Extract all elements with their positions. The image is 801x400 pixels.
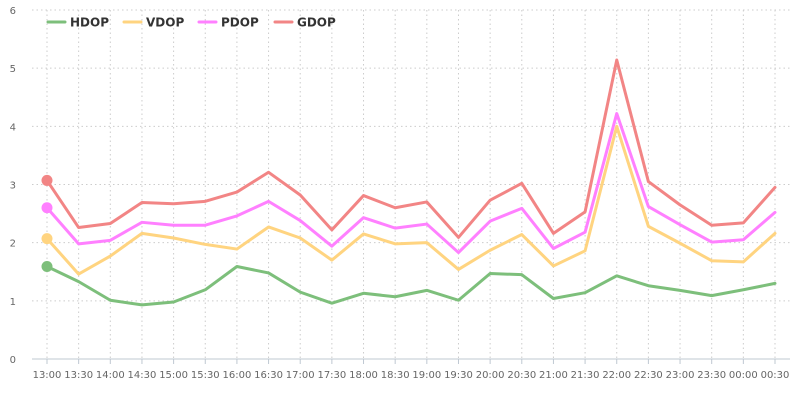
x-tick-label-6: 16:00 [222,370,251,381]
legend-label-gdop: GDOP [297,16,336,30]
series-line-hdop [45,265,777,307]
y-tick-label-2: 2 [10,239,16,250]
y-tick-label-0: 0 [10,355,16,366]
series-lines [45,58,777,307]
series-line-gdop [45,58,777,239]
x-tick-label-14: 20:00 [476,370,505,381]
x-tick-label-11: 18:30 [381,370,410,381]
x-tick-label-1: 13:30 [64,370,93,381]
grid [32,9,790,359]
x-tick-label-8: 17:00 [286,370,315,381]
x-tick-label-23: 00:30 [761,370,790,381]
x-tick-label-13: 19:30 [444,370,473,381]
series-start-marker-vdop [41,233,53,245]
x-tick-label-12: 19:00 [412,370,441,381]
y-tick-label-4: 4 [10,122,16,133]
x-tick-label-15: 20:30 [507,370,536,381]
x-tick-label-0: 13:00 [33,370,62,381]
y-tick-label-6: 6 [10,6,16,17]
y-tick-label-1: 1 [10,297,16,308]
legend-item-vdop[interactable]: VDOP [122,16,184,30]
x-tick-label-19: 22:30 [634,370,663,381]
y-tick-label-3: 3 [10,181,16,192]
legend-label-pdop: PDOP [221,16,259,30]
x-tick-label-10: 18:00 [349,370,378,381]
x-tick-label-20: 23:00 [666,370,695,381]
legend[interactable]: HDOP VDOP PDOP GDOP [46,16,336,30]
series-start-marker-gdop [41,174,53,186]
legend-item-hdop[interactable]: HDOP [46,16,109,30]
x-tick-label-4: 15:00 [159,370,188,381]
series-start-marker-hdop [41,261,53,273]
x-tick-label-3: 14:30 [128,370,157,381]
x-tick-label-21: 23:30 [697,370,726,381]
x-tick-label-9: 17:30 [317,370,346,381]
x-tick-label-5: 15:30 [191,370,220,381]
x-tick-label-17: 21:30 [571,370,600,381]
y-tick-label-5: 5 [10,64,16,75]
x-tick-label-18: 22:00 [602,370,631,381]
legend-item-gdop[interactable]: GDOP [273,16,336,30]
legend-label-hdop: HDOP [70,16,109,30]
legend-label-vdop: VDOP [146,16,184,30]
x-tick-label-2: 14:00 [96,370,125,381]
legend-item-pdop[interactable]: PDOP [197,16,259,30]
series-line-pdop [45,112,777,255]
series-start-marker-pdop [41,202,53,214]
x-tick-label-7: 16:30 [254,370,283,381]
start-markers [41,174,53,273]
x-tick-label-22: 00:00 [729,370,758,381]
x-tick-label-16: 21:00 [539,370,568,381]
series-line-vdop [45,124,777,276]
